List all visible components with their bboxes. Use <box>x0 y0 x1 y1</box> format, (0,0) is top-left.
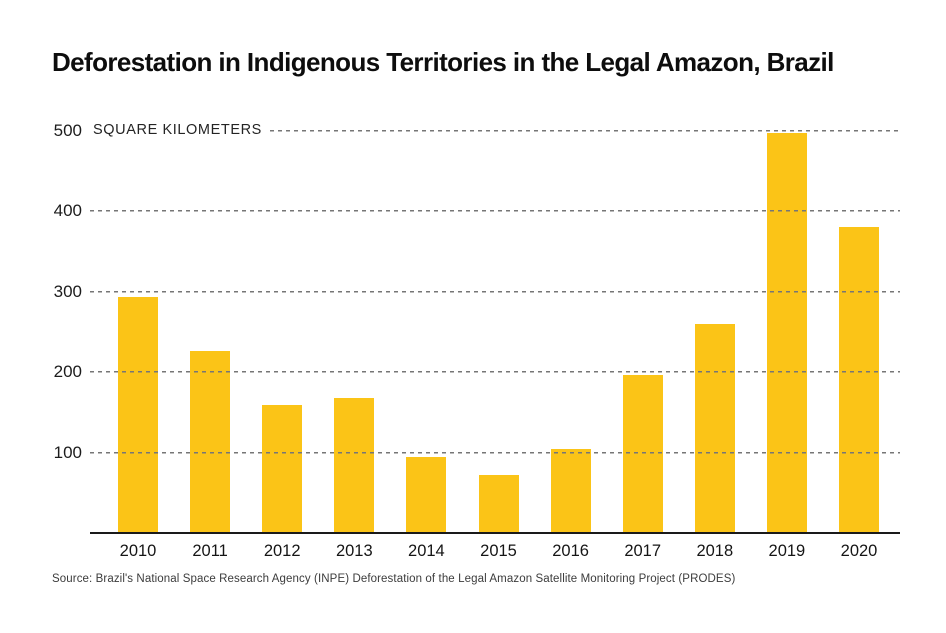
x-axis-tick-2010: 2010 <box>119 542 157 560</box>
bar-2019 <box>766 133 807 533</box>
x-axis-tick-2018: 2018 <box>696 542 734 560</box>
bar-2018 <box>694 323 735 533</box>
y-axis-unit-label: SQUARE KILOMETERS <box>93 122 266 138</box>
x-axis-tick-2017: 2017 <box>624 542 662 560</box>
bar-2013 <box>334 397 375 533</box>
y-axis-tick-400: 400 <box>53 201 82 221</box>
source-attribution: Source: Brazil's National Space Research… <box>52 573 736 585</box>
x-axis-tick-2019: 2019 <box>768 542 806 560</box>
x-axis-tick-2014: 2014 <box>408 542 445 560</box>
x-axis-tick-2013: 2013 <box>335 542 373 560</box>
bar-2014 <box>406 456 447 533</box>
x-axis-tick-2015: 2015 <box>480 542 517 560</box>
gridline-100 <box>90 451 900 454</box>
gridline-500 <box>262 130 900 132</box>
bar-2012 <box>262 405 303 533</box>
bar-2011 <box>190 351 231 533</box>
chart-title: Deforestation in Indigenous Territories … <box>52 47 834 77</box>
x-axis-tick-2011: 2011 <box>192 542 228 560</box>
y-axis-tick-300: 300 <box>53 281 82 301</box>
bar-2016 <box>550 448 591 533</box>
x-axis-tick-2016: 2016 <box>552 542 589 560</box>
x-axis-tick-2012: 2012 <box>263 542 301 560</box>
gridline-400 <box>90 210 900 213</box>
y-axis-tick-200: 200 <box>53 362 82 382</box>
x-axis-line <box>90 532 900 534</box>
bar-2015 <box>478 475 519 533</box>
y-axis-tick-100: 100 <box>53 442 82 462</box>
bar-2020 <box>839 227 879 533</box>
y-axis-tick-500: 500 <box>53 121 82 140</box>
gridline-200 <box>90 371 900 374</box>
gridline-300 <box>90 290 900 293</box>
bar-2017 <box>622 374 663 533</box>
bar-2010 <box>118 296 158 533</box>
x-axis-tick-2020: 2020 <box>840 542 878 560</box>
